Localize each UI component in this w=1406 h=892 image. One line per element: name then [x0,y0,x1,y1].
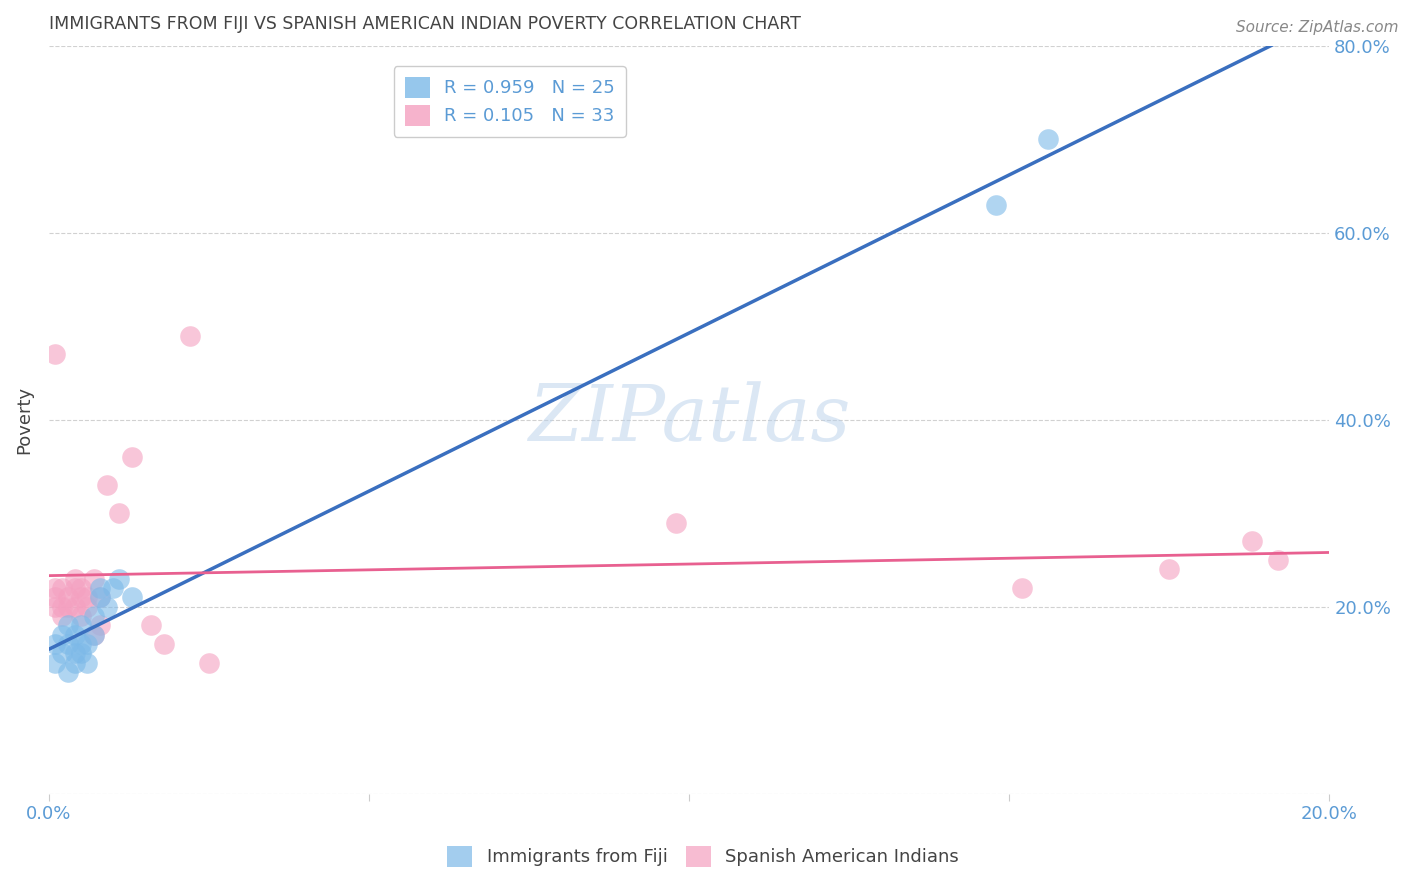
Point [83,572,105,586]
Point [44,637,66,651]
Point [83,628,105,642]
Point [121,591,143,605]
Text: IMMIGRANTS FROM FIJI VS SPANISH AMERICAN INDIAN POVERTY CORRELATION CHART: IMMIGRANTS FROM FIJI VS SPANISH AMERICAN… [49,15,801,33]
Point [63,656,86,670]
Point [198,656,221,670]
Point [63,599,86,614]
Point [76,591,98,605]
Point [1159,562,1181,576]
Point [63,647,86,661]
Y-axis label: Poverty: Poverty [15,385,32,454]
Point [153,637,176,651]
Point [121,450,143,464]
Point [89,618,111,632]
Point [89,581,111,595]
Point [51,599,73,614]
Point [1267,553,1289,567]
Point [70,581,93,595]
Point [56,599,79,614]
Point [63,581,86,595]
Point [108,572,131,586]
Point [44,656,66,670]
Point [1241,534,1264,549]
Point [83,628,105,642]
Point [51,647,73,661]
Point [986,197,1008,211]
Text: ZIPatlas: ZIPatlas [527,382,851,458]
Point [56,665,79,680]
Point [76,656,98,670]
Point [83,609,105,624]
Point [76,637,98,651]
Point [70,609,93,624]
Point [51,609,73,624]
Point [89,591,111,605]
Point [63,572,86,586]
Legend: R = 0.959   N = 25, R = 0.105   N = 33: R = 0.959 N = 25, R = 0.105 N = 33 [394,66,626,136]
Point [63,628,86,642]
Point [89,591,111,605]
Point [70,637,93,651]
Point [56,637,79,651]
Point [1011,581,1033,595]
Point [44,591,66,605]
Text: Source: ZipAtlas.com: Source: ZipAtlas.com [1236,20,1399,35]
Point [96,478,118,492]
Point [51,628,73,642]
Point [70,647,93,661]
Point [70,591,93,605]
Point [108,506,131,520]
Point [76,599,98,614]
Point [44,599,66,614]
Point [51,581,73,595]
Point [1036,132,1059,146]
Point [101,581,124,595]
Point [56,591,79,605]
Point [179,328,201,343]
Point [70,618,93,632]
Point [44,347,66,361]
Point [141,618,163,632]
Legend: Immigrants from Fiji, Spanish American Indians: Immigrants from Fiji, Spanish American I… [440,838,966,874]
Point [665,516,688,530]
Point [56,618,79,632]
Point [44,581,66,595]
Point [96,599,118,614]
